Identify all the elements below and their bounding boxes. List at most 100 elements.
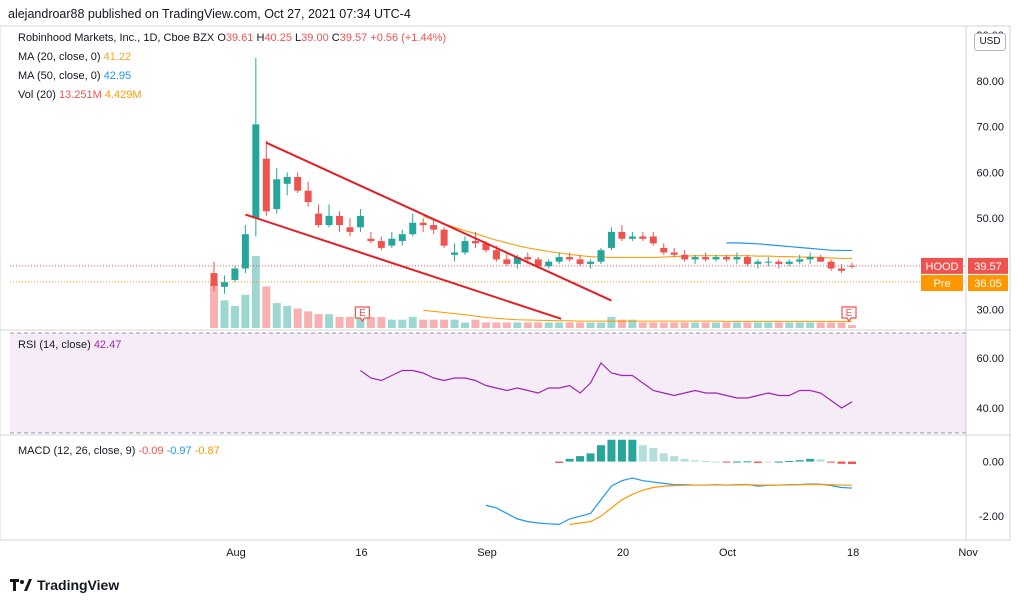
- candle-body: [273, 179, 281, 210]
- candle-body: [534, 259, 542, 267]
- candle-body: [691, 257, 699, 260]
- candle: [304, 181, 312, 207]
- candle-body: [743, 257, 751, 264]
- volume-bar: [210, 283, 218, 328]
- ma20-label: MA (20, close, 0): [18, 51, 101, 63]
- macd-hist-value: -0.09: [138, 445, 164, 457]
- volume-bar: [387, 319, 396, 328]
- premarket-price-tag: Pre 36.05: [921, 275, 1008, 292]
- candle-body: [262, 158, 270, 212]
- premarket-price-tag-value-bg: [968, 275, 1008, 292]
- volume-avg-value: 4.429M: [104, 89, 142, 101]
- candle: [639, 231, 647, 242]
- time-tick-label: Aug: [226, 547, 246, 559]
- publish-info: alejandroar88 published on TradingView.c…: [8, 7, 411, 21]
- time-tick-label: Nov: [958, 547, 978, 559]
- candle-body: [231, 268, 239, 280]
- candle: [691, 254, 699, 264]
- ma50-value: 42.95: [103, 70, 132, 82]
- candle-body: [817, 257, 825, 262]
- candle: [555, 252, 563, 264]
- candle-body: [576, 259, 584, 264]
- macd-label: MACD (12, 26, close, 9): [18, 445, 136, 457]
- candle: [628, 231, 636, 242]
- rsi-legend: RSI (14, close) 42.47: [18, 339, 121, 351]
- macd-histogram-bar: [607, 439, 616, 462]
- ma50-label: MA (50, close, 0): [18, 70, 101, 82]
- hood-price-tag-label-bg: [921, 257, 963, 274]
- candle-body: [513, 257, 521, 264]
- volume-bar: [440, 319, 449, 328]
- ma50-line: [726, 242, 852, 252]
- candle: [503, 252, 511, 267]
- volume-bar: [722, 322, 731, 328]
- earnings-marker-shape: [841, 306, 857, 323]
- candle-body: [336, 215, 344, 226]
- macd-histogram-bar: [576, 456, 585, 462]
- rsi-value: 42.47: [93, 339, 122, 351]
- candle: [607, 227, 615, 251]
- candle: [419, 218, 427, 232]
- candle-body: [838, 268, 846, 271]
- volume-bar: [628, 319, 637, 328]
- candle-body: [471, 241, 479, 244]
- close-value: 39.57: [339, 32, 368, 44]
- candle-body: [649, 236, 657, 244]
- premarket-price-tag-label-bg: [921, 275, 963, 292]
- candle-body: [566, 257, 574, 260]
- macd-histogram-bar: [565, 458, 574, 462]
- volume-bar: [314, 314, 323, 328]
- macd-histogram-bar: [586, 453, 595, 462]
- high-value: 40.25: [264, 32, 292, 44]
- candle: [461, 236, 469, 255]
- volume-bar: [607, 316, 616, 328]
- candle-body: [775, 261, 783, 264]
- macd-histogram-bar: [806, 458, 815, 462]
- volume-bar: [471, 319, 480, 328]
- candle: [440, 227, 448, 248]
- candle-body: [618, 231, 626, 239]
- volume-bar: [544, 322, 553, 328]
- volume-bar: [670, 322, 679, 328]
- candle: [231, 266, 239, 283]
- volume-bar: [565, 322, 574, 328]
- volume-bar: [774, 322, 783, 328]
- candle: [356, 209, 364, 232]
- volume-bar: [241, 294, 250, 328]
- candle: [649, 231, 657, 246]
- volume-label: Vol (20): [18, 89, 56, 101]
- candle: [743, 254, 751, 267]
- candle: [252, 58, 260, 237]
- candle-body: [252, 124, 260, 219]
- macd-histogram-bar: [785, 461, 794, 463]
- macd-signal-value: -0.87: [194, 445, 220, 457]
- candle-body: [702, 257, 710, 260]
- macd-histogram-bar: [701, 461, 710, 463]
- volume-bar: [638, 322, 647, 328]
- time-tick-label: Oct: [719, 547, 736, 559]
- volume-bar: [230, 305, 239, 328]
- volume-bar: [785, 322, 794, 328]
- candle-body: [670, 252, 678, 255]
- candle: [398, 229, 406, 246]
- price-tick-label: 80.00: [976, 76, 1004, 88]
- candle-body: [388, 238, 396, 246]
- volume-bar: [806, 322, 815, 328]
- candle-body: [545, 261, 553, 267]
- ma20-value: 41.22: [103, 51, 132, 63]
- price-tick-label: 60.00: [976, 167, 1004, 179]
- macd-histogram-bar: [795, 460, 804, 462]
- currency-button[interactable]: USD: [974, 33, 1006, 51]
- volume-bar: [335, 316, 344, 328]
- volume-bar: [617, 319, 626, 328]
- candle: [220, 275, 228, 294]
- macd-tick-label: 0.00: [983, 457, 1004, 469]
- symbol-name: Robinhood Markets, Inc., 1D, Cboe BZX: [18, 32, 215, 44]
- earnings-marker: E: [841, 306, 857, 323]
- price-tick-label: 70.00: [976, 122, 1004, 134]
- volume-bar: [356, 314, 365, 328]
- ma20-line: [422, 215, 853, 260]
- low-value: 39.00: [301, 32, 329, 44]
- time-tick-label: 20: [617, 547, 629, 559]
